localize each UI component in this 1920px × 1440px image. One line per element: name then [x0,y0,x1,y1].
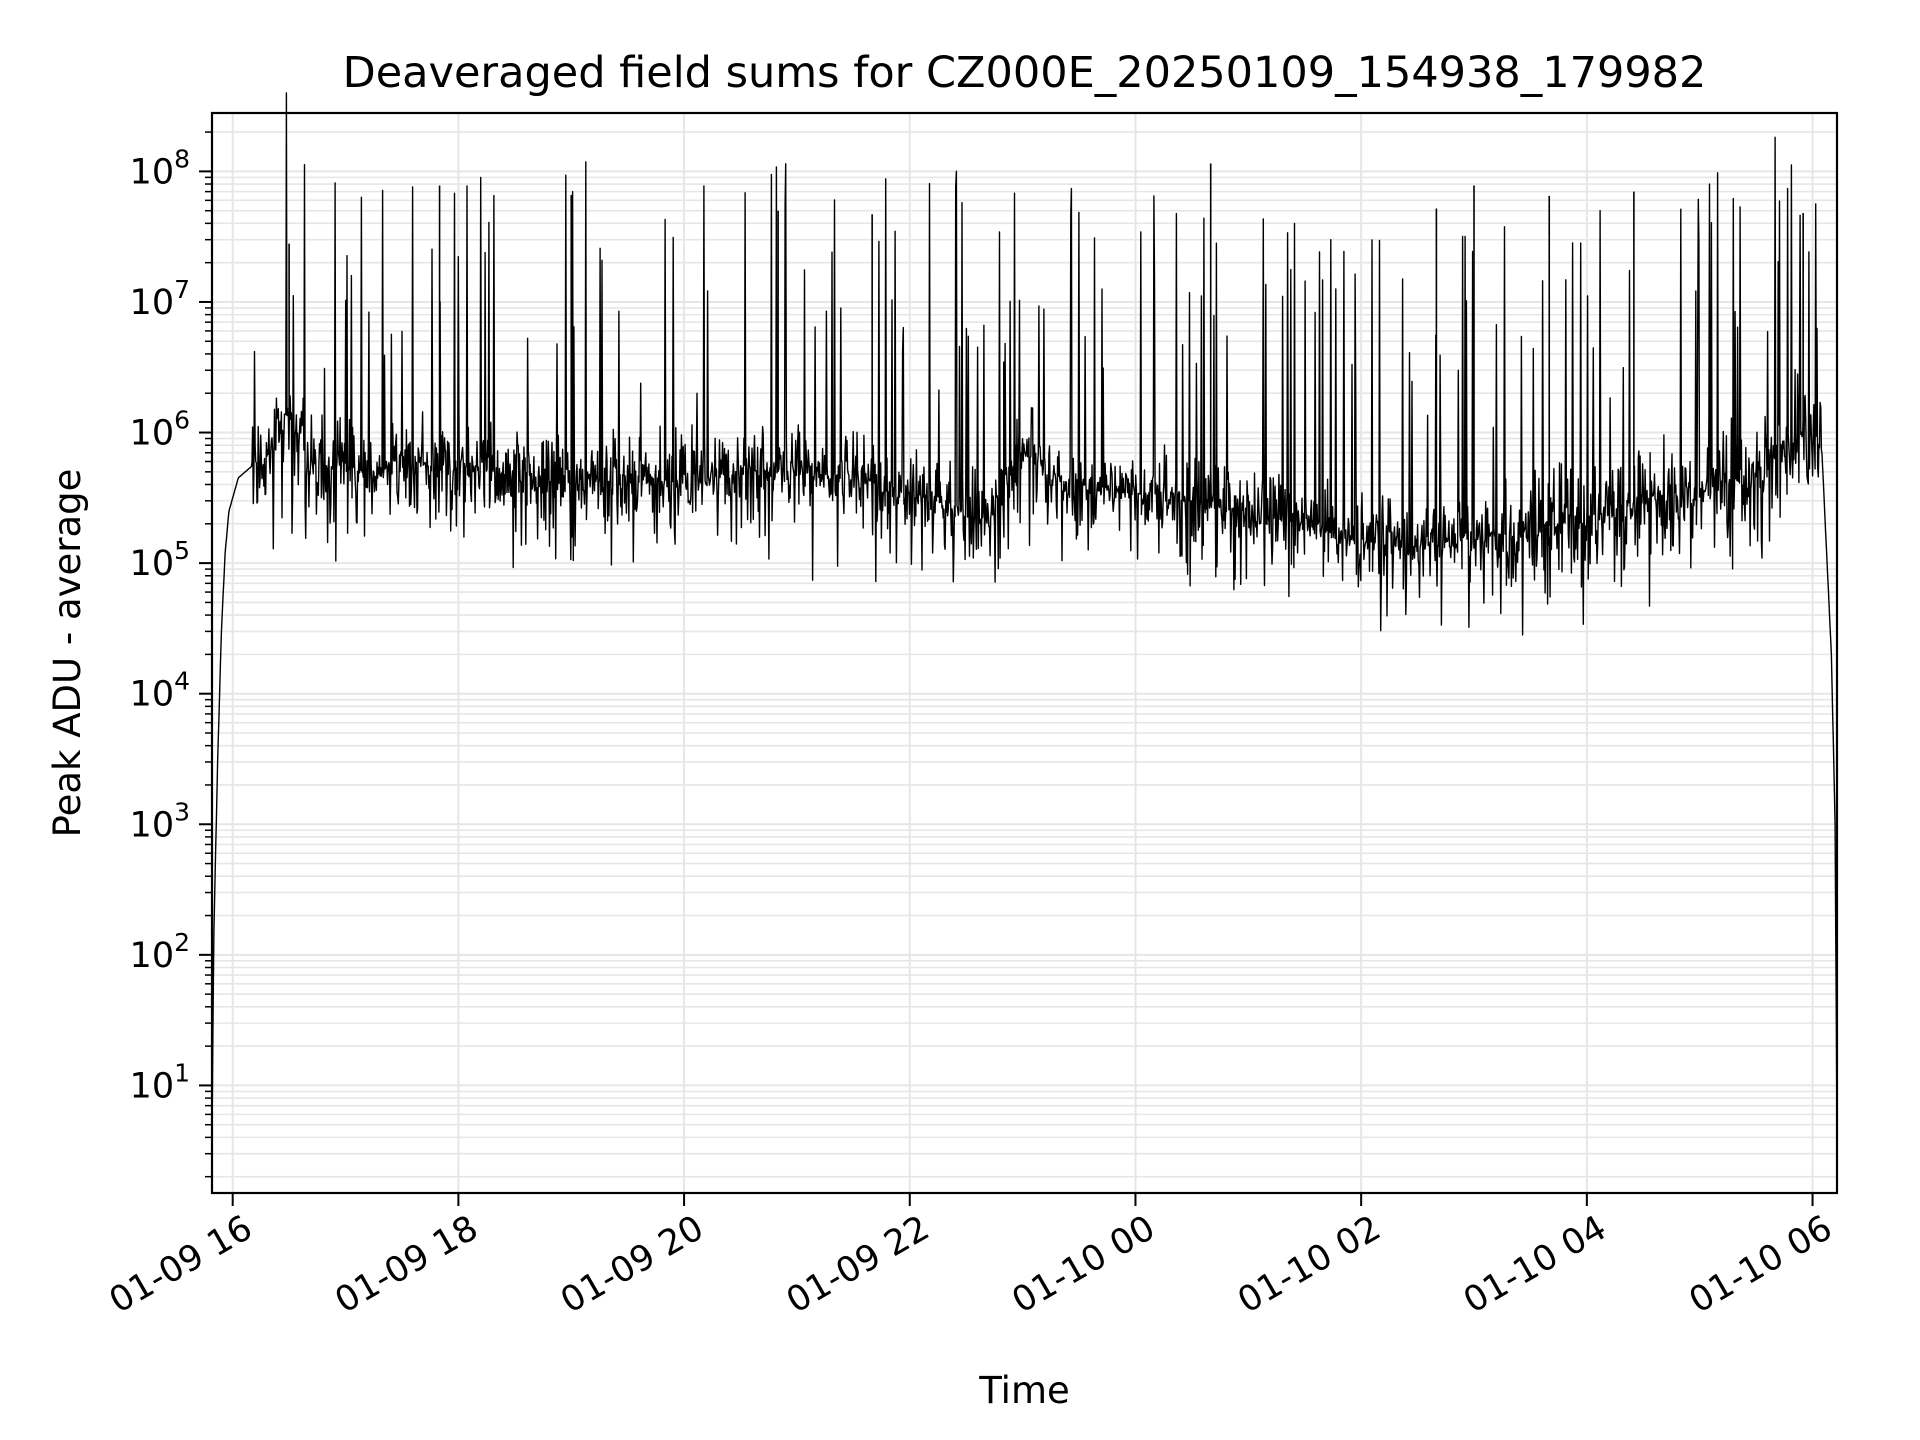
y-tick-base: 10 [130,1066,175,1106]
y-tick-label: 108 [130,144,190,192]
y-tick-exponent: 4 [174,667,190,696]
y-tick-label: 104 [130,667,190,715]
y-tick-label: 106 [130,406,190,454]
data-layer [211,92,1838,1138]
y-tick-label: 105 [130,536,190,584]
y-tick-label: 101 [130,1058,190,1106]
y-tick-label: 102 [130,928,190,976]
y-tick-label: 107 [130,275,190,323]
y-tick-base: 10 [130,544,175,584]
y-tick-base: 10 [130,805,175,845]
series-line [211,92,1838,1138]
y-tick-base: 10 [130,675,175,715]
grid-lines [212,113,1837,1193]
y-tick-label: 103 [130,797,190,845]
y-tick-base: 10 [130,152,175,192]
chart-title: Deaveraged field sums for CZ000E_2025010… [343,48,1707,98]
y-tick-exponent: 3 [174,797,190,826]
y-tick-exponent: 7 [174,275,190,304]
y-tick-exponent: 6 [174,406,190,435]
y-tick-exponent: 2 [174,928,190,957]
y-tick-exponent: 1 [174,1058,190,1087]
y-tick-base: 10 [130,936,175,976]
x-axis-label: Time [978,1369,1070,1412]
y-tick-base: 10 [130,283,175,323]
y-tick-base: 10 [130,414,175,454]
y-axis-label: Peak ADU - average [46,469,89,838]
plot-frame [210,111,1839,1195]
y-tick-exponent: 8 [174,144,190,173]
y-tick-exponent: 5 [174,536,190,565]
